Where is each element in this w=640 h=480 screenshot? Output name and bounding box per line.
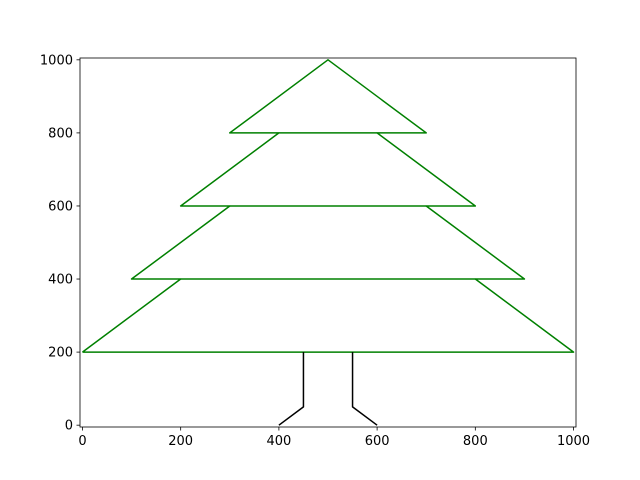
x-axis: 0 200 400 600 800 1000 xyxy=(78,427,590,449)
y-tick-label: 800 xyxy=(48,126,73,141)
y-tick-label: 200 xyxy=(48,346,73,361)
x-tick-label: 0 xyxy=(78,434,86,449)
plot-lines xyxy=(82,59,575,426)
y-tick-label: 400 xyxy=(48,273,73,288)
y-tick-label: 0 xyxy=(65,419,73,434)
x-tick-label: 600 xyxy=(365,434,390,449)
series-line-0 xyxy=(82,59,575,353)
x-tick-label: 800 xyxy=(463,434,488,449)
y-tick-label: 600 xyxy=(48,199,73,214)
x-tick-label: 1000 xyxy=(557,434,590,449)
axes-frame xyxy=(79,57,577,428)
y-tick-label: 1000 xyxy=(40,53,73,68)
series-line-5 xyxy=(351,352,378,426)
series-line-4 xyxy=(278,352,305,426)
x-tick-label: 400 xyxy=(266,434,291,449)
x-tick-label: 200 xyxy=(168,434,193,449)
y-axis: 0 200 400 600 800 1000 xyxy=(40,53,80,434)
